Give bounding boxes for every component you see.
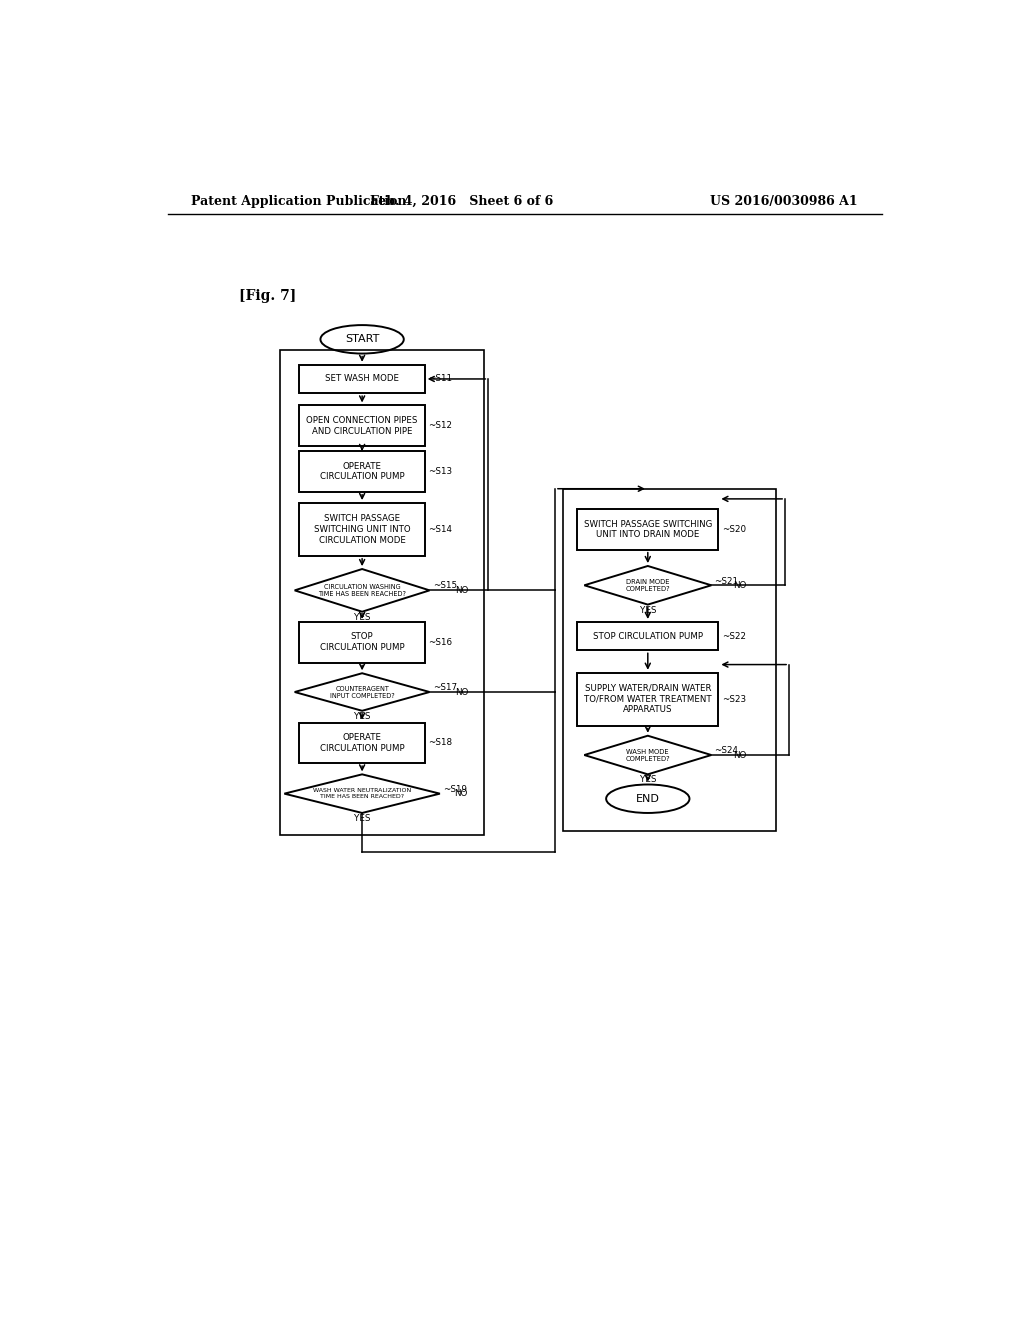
Text: ~S17: ~S17 [433,684,457,693]
Text: ~S23: ~S23 [722,694,745,704]
Text: ~S19: ~S19 [443,785,467,795]
Text: WASH WATER NEUTRALIZATION
TIME HAS BEEN REACHED?: WASH WATER NEUTRALIZATION TIME HAS BEEN … [313,788,412,799]
Text: ~S15: ~S15 [433,581,457,590]
Text: ~S12: ~S12 [428,421,452,430]
Text: NO: NO [455,586,468,595]
Text: US 2016/0030986 A1: US 2016/0030986 A1 [711,194,858,207]
Text: YES: YES [354,814,371,822]
Text: SUPPLY WATER/DRAIN WATER
TO/FROM WATER TREATMENT
APPARATUS: SUPPLY WATER/DRAIN WATER TO/FROM WATER T… [584,684,712,714]
Text: NO: NO [455,789,468,799]
Text: OPERATE
CIRCULATION PUMP: OPERATE CIRCULATION PUMP [319,462,404,482]
Text: ~S21: ~S21 [715,577,738,586]
Text: CIRCULATION WASHING
TIME HAS BEEN REACHED?: CIRCULATION WASHING TIME HAS BEEN REACHE… [318,583,407,597]
Text: ~S11: ~S11 [428,375,452,383]
Text: START: START [345,334,379,345]
Text: Patent Application Publication: Patent Application Publication [191,194,407,207]
Text: OPEN CONNECTION PIPES
AND CIRCULATION PIPE: OPEN CONNECTION PIPES AND CIRCULATION PI… [306,416,418,436]
Text: YES: YES [640,606,656,615]
Text: Feb. 4, 2016   Sheet 6 of 6: Feb. 4, 2016 Sheet 6 of 6 [370,194,553,207]
Text: ~S14: ~S14 [428,525,452,533]
Text: ~S18: ~S18 [428,738,453,747]
Text: SWITCH PASSAGE SWITCHING
UNIT INTO DRAIN MODE: SWITCH PASSAGE SWITCHING UNIT INTO DRAIN… [584,520,712,540]
Text: COUNTERAGENT
INPUT COMPLETED?: COUNTERAGENT INPUT COMPLETED? [330,685,394,698]
Text: [Fig. 7]: [Fig. 7] [240,289,296,302]
Text: NO: NO [455,688,468,697]
Text: WASH MODE
COMPLETED?: WASH MODE COMPLETED? [626,748,670,762]
Text: OPERATE
CIRCULATION PUMP: OPERATE CIRCULATION PUMP [319,733,404,752]
Text: ~S13: ~S13 [428,467,453,477]
Text: NO: NO [733,751,746,759]
Text: STOP
CIRCULATION PUMP: STOP CIRCULATION PUMP [319,632,404,652]
Text: ~S20: ~S20 [722,525,745,533]
Text: SET WASH MODE: SET WASH MODE [325,375,399,383]
Text: END: END [636,793,659,804]
Text: NO: NO [733,581,746,590]
Text: ~S16: ~S16 [428,638,452,647]
Text: YES: YES [354,612,371,622]
Text: YES: YES [354,711,371,721]
Text: ~S22: ~S22 [722,631,745,640]
Text: STOP CIRCULATION PUMP: STOP CIRCULATION PUMP [593,631,702,640]
Text: SWITCH PASSAGE
SWITCHING UNIT INTO
CIRCULATION MODE: SWITCH PASSAGE SWITCHING UNIT INTO CIRCU… [313,513,411,545]
Text: DRAIN MODE
COMPLETED?: DRAIN MODE COMPLETED? [626,578,670,591]
Text: ~S24: ~S24 [715,747,738,755]
Text: YES: YES [640,775,656,784]
